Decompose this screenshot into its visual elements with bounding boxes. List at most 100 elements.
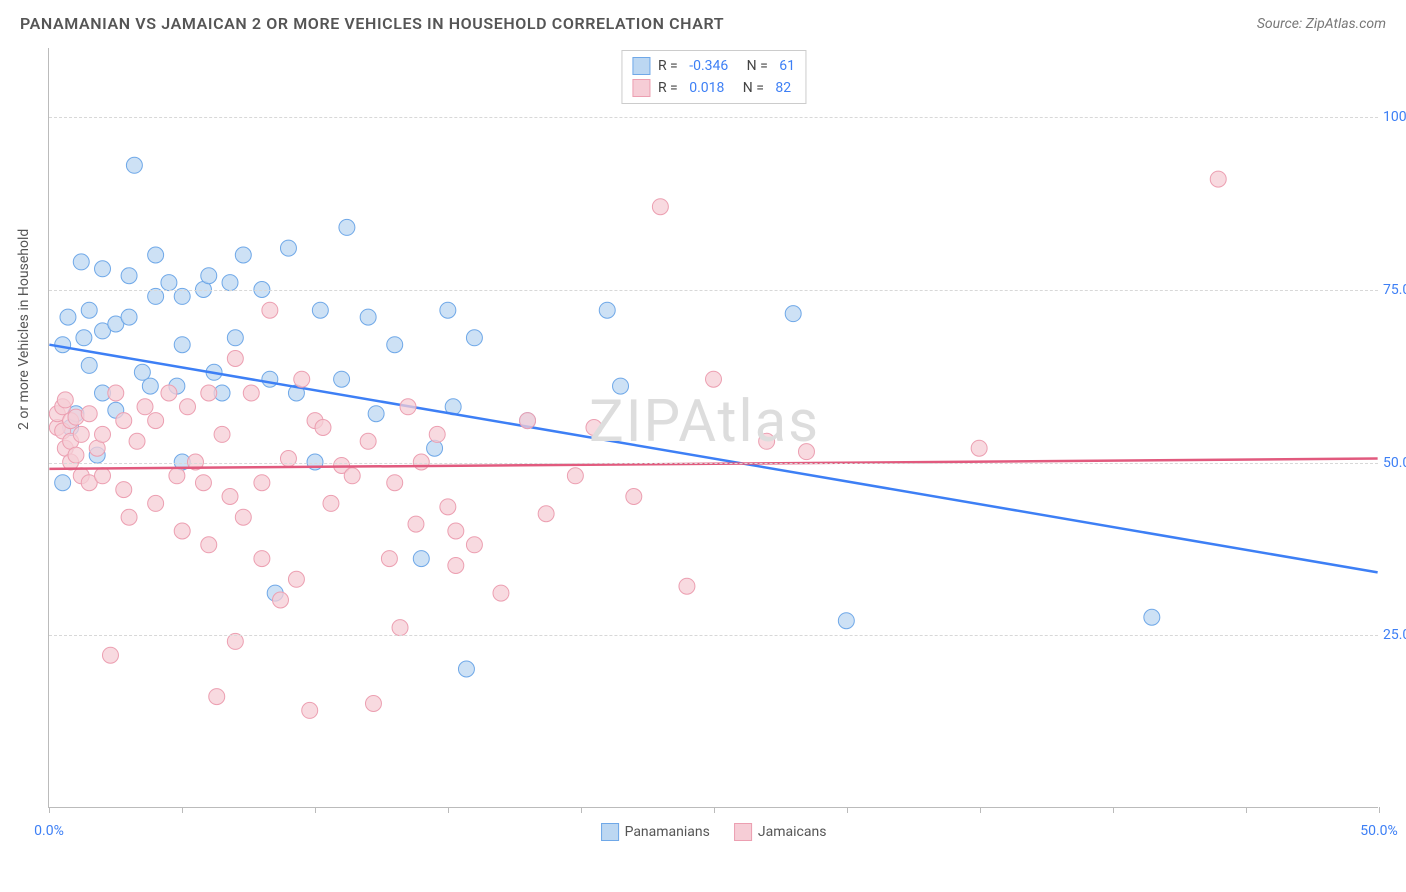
data-point: [400, 399, 416, 415]
data-point: [344, 468, 360, 484]
data-point: [81, 406, 97, 422]
data-point: [102, 647, 118, 663]
xtick: [448, 807, 449, 813]
data-point: [134, 364, 150, 380]
r-label: R =: [658, 77, 681, 99]
data-point: [129, 433, 145, 449]
data-point: [81, 357, 97, 373]
data-point: [586, 420, 602, 436]
data-point: [254, 551, 270, 567]
data-point: [315, 420, 331, 436]
swatch-jamaicans-bottom: [734, 823, 752, 841]
data-point: [227, 351, 243, 367]
n-label: N =: [736, 55, 771, 77]
data-point: [55, 337, 71, 353]
chart-plot-area: ZIPAtlas R = -0.346 N = 61 R = 0.018 N =…: [48, 48, 1378, 808]
data-point: [81, 302, 97, 318]
data-point: [838, 613, 854, 629]
xtick: [1113, 807, 1114, 813]
n-label: N =: [732, 77, 767, 99]
data-point: [235, 247, 251, 263]
data-point: [448, 523, 464, 539]
data-point: [148, 495, 164, 511]
data-point: [235, 509, 251, 525]
data-point: [108, 385, 124, 401]
ytick-label: 75.0%: [1383, 282, 1406, 298]
data-point: [466, 537, 482, 553]
gridline-h: [49, 463, 1378, 464]
data-point: [121, 268, 137, 284]
data-point: [169, 468, 185, 484]
xtick: [1246, 807, 1247, 813]
data-point: [440, 302, 456, 318]
source-attribution: Source: ZipAtlas.com: [1257, 16, 1386, 32]
data-point: [60, 309, 76, 325]
xtick: [847, 807, 848, 813]
r-label: R =: [658, 55, 681, 77]
data-point: [195, 475, 211, 491]
data-point: [68, 447, 84, 463]
data-point: [360, 309, 376, 325]
data-point: [381, 551, 397, 567]
xtick-label: 50.0%: [1360, 823, 1398, 839]
data-point: [174, 523, 190, 539]
data-point: [567, 468, 583, 484]
data-point: [413, 551, 429, 567]
data-point: [201, 385, 217, 401]
data-point: [392, 620, 408, 636]
data-point: [599, 302, 615, 318]
data-point: [288, 571, 304, 587]
gridline-h: [49, 290, 1378, 291]
legend-label-jamaicans: Jamaicans: [758, 824, 827, 840]
data-point: [759, 433, 775, 449]
legend-label-panamanians: Panamanians: [625, 824, 710, 840]
data-point: [302, 702, 318, 718]
data-point: [458, 661, 474, 677]
data-point: [971, 440, 987, 456]
data-point: [180, 399, 196, 415]
data-point: [121, 509, 137, 525]
data-point: [57, 392, 73, 408]
data-point: [121, 309, 137, 325]
xtick: [49, 807, 50, 813]
gridline-h: [49, 117, 1378, 118]
xtick: [581, 807, 582, 813]
data-point: [73, 254, 89, 270]
data-point: [387, 475, 403, 491]
data-point: [280, 451, 296, 467]
data-point: [214, 426, 230, 442]
data-point: [95, 468, 111, 484]
legend-row-panamanians: R = -0.346 N = 61: [632, 55, 795, 77]
data-point: [360, 433, 376, 449]
chart-svg: [49, 48, 1378, 807]
legend-item-jamaicans: Jamaicans: [734, 823, 827, 841]
data-point: [368, 406, 384, 422]
chart-title: PANAMANIAN VS JAMAICAN 2 OR MORE VEHICLE…: [20, 14, 724, 33]
data-point: [785, 306, 801, 322]
data-point: [161, 385, 177, 401]
data-point: [429, 426, 445, 442]
data-point: [334, 371, 350, 387]
data-point: [273, 592, 289, 608]
data-point: [323, 495, 339, 511]
xtick-label: 0.0%: [34, 823, 64, 839]
y-axis-label: 2 or more Vehicles in Household: [16, 229, 32, 430]
data-point: [312, 302, 328, 318]
data-point: [148, 413, 164, 429]
data-point: [1144, 609, 1160, 625]
ytick-label: 100.0%: [1383, 109, 1406, 125]
legend-bottom: Panamanians Jamaicans: [601, 823, 827, 841]
n-value-jamaicans: 82: [775, 77, 791, 99]
gridline-h: [49, 635, 1378, 636]
data-point: [161, 275, 177, 291]
legend-row-jamaicans: R = 0.018 N = 82: [632, 77, 795, 99]
data-point: [95, 261, 111, 277]
data-point: [209, 689, 225, 705]
data-point: [339, 219, 355, 235]
data-point: [243, 385, 259, 401]
trend-line: [49, 459, 1377, 469]
data-point: [679, 578, 695, 594]
data-point: [55, 475, 71, 491]
data-point: [798, 444, 814, 460]
ytick-label: 50.0%: [1383, 455, 1406, 471]
